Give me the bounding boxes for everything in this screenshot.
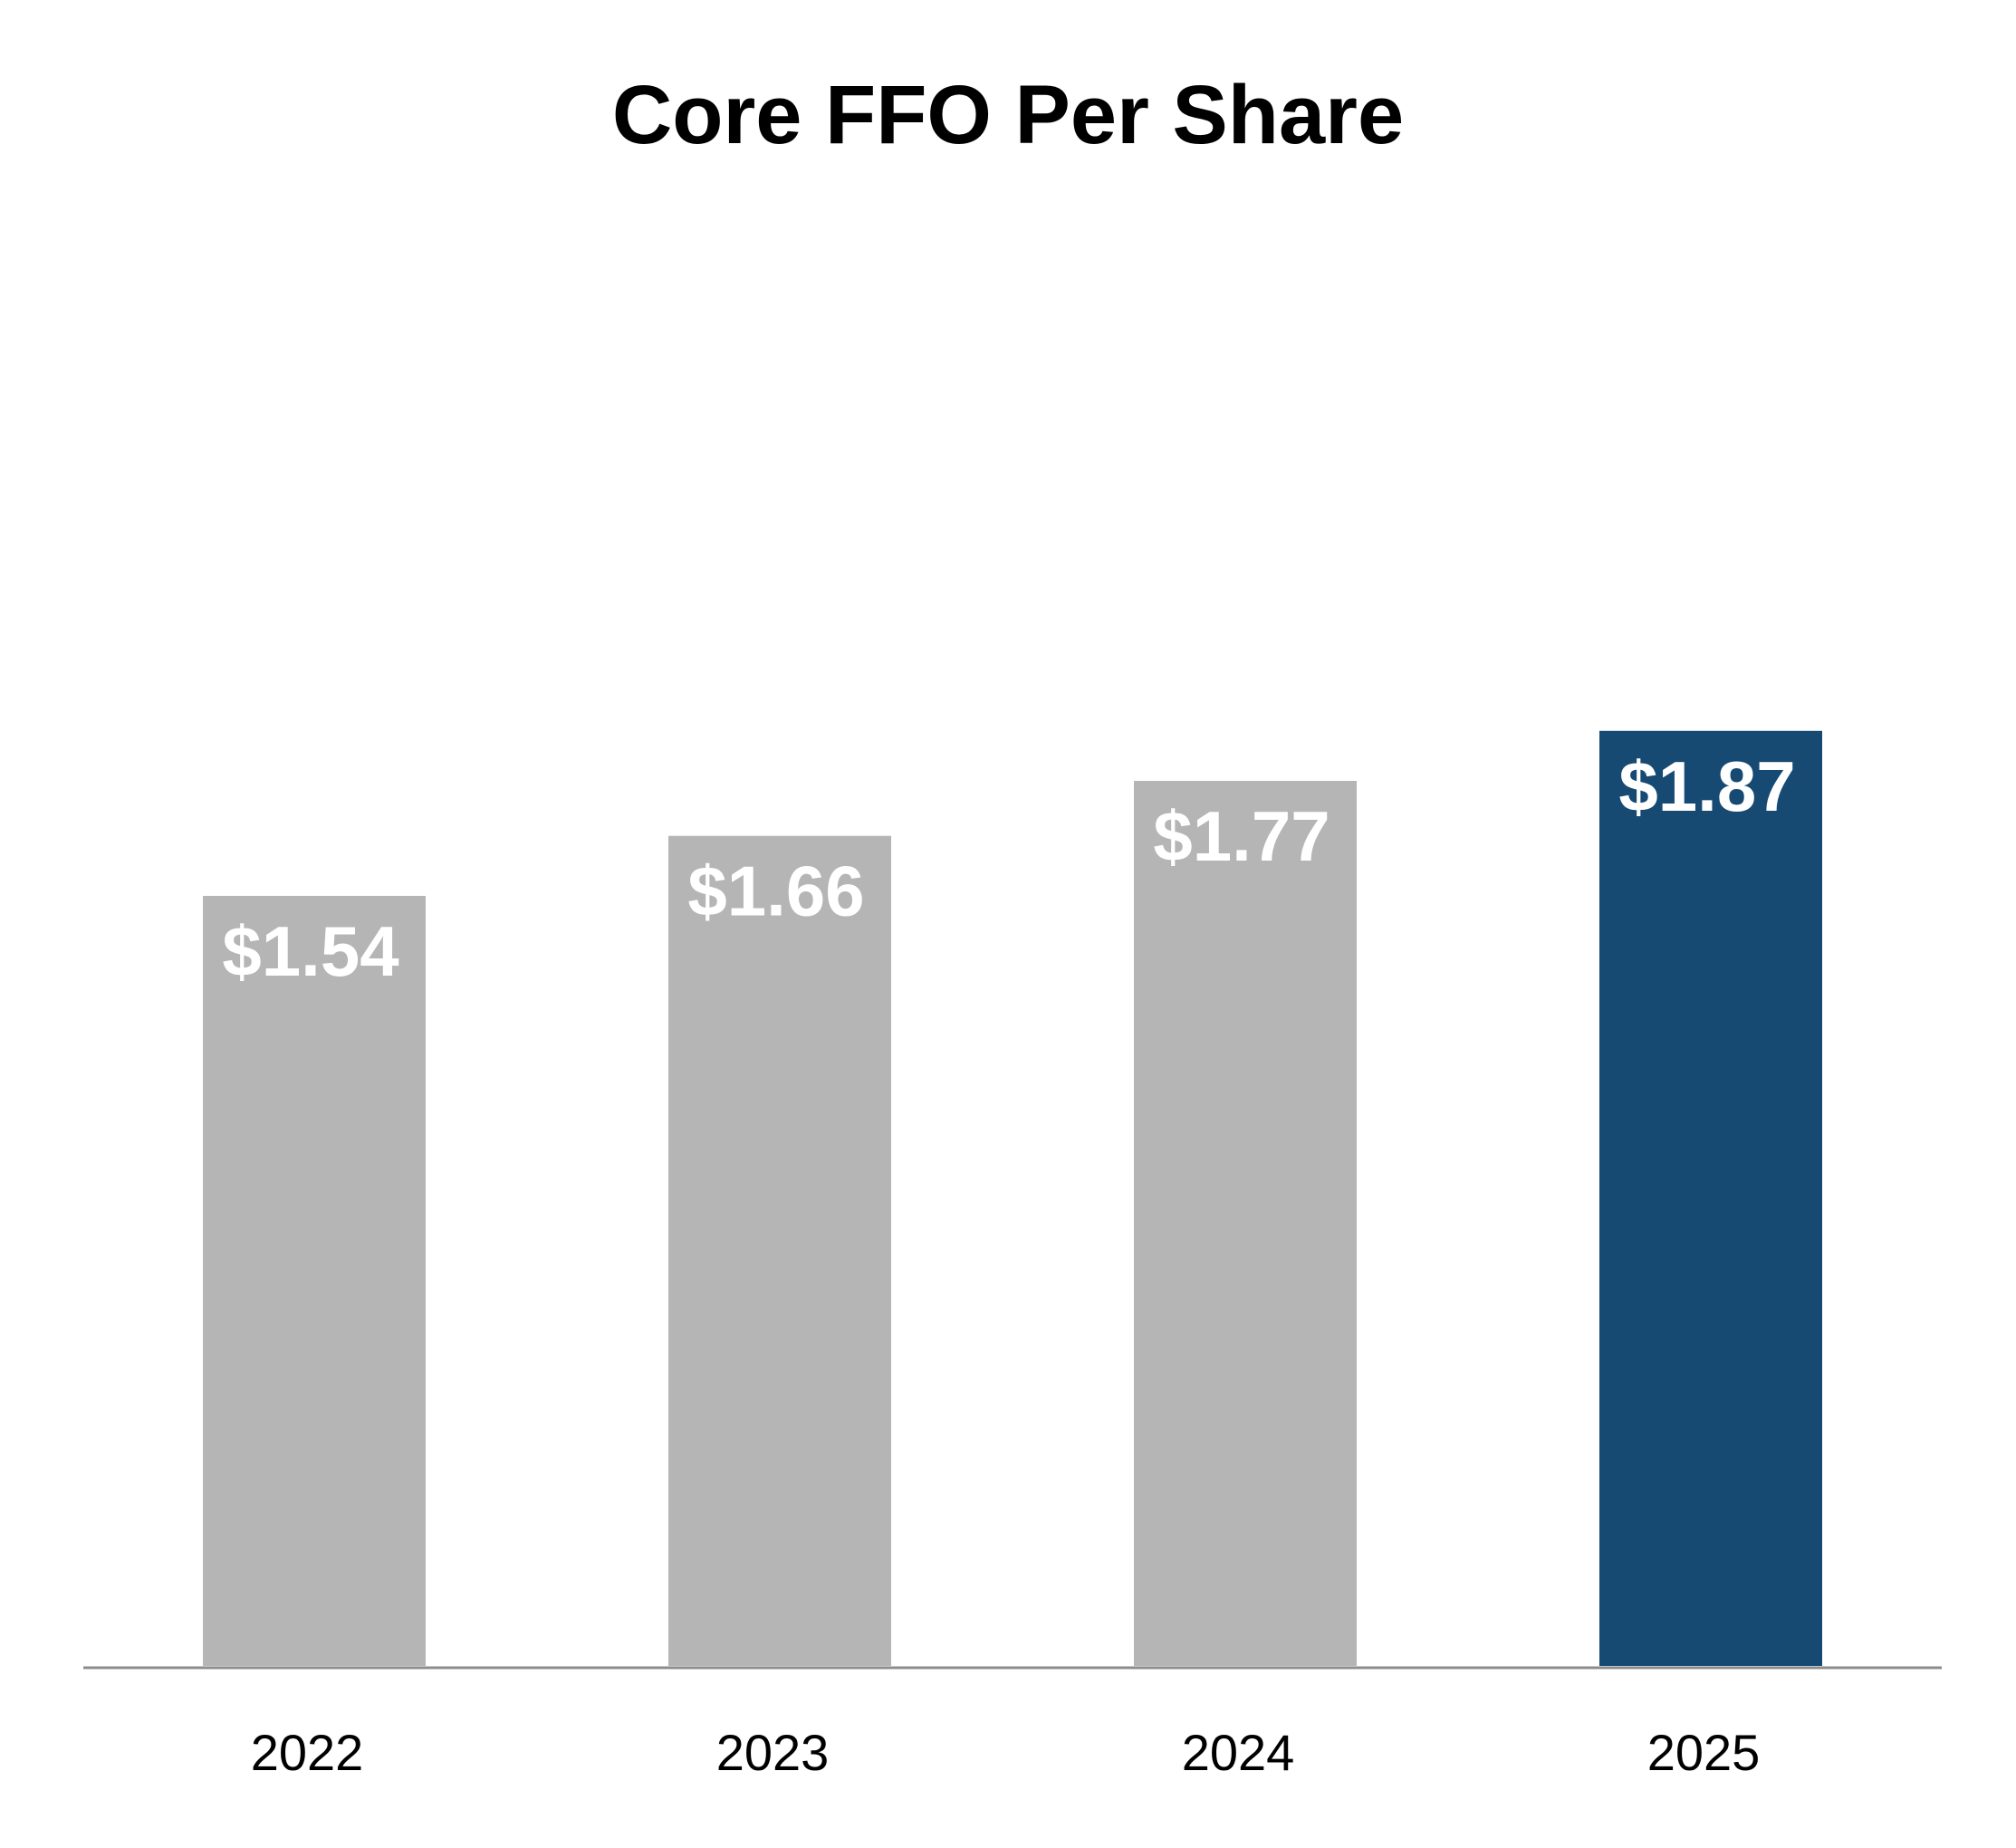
data-labels-layer: $1.54 $1.66 $1.77 $1.87 (222, 746, 1795, 991)
x-tick-label-2025: 2025 (1647, 1724, 1761, 1781)
data-label-2022: $1.54 (222, 911, 398, 991)
x-tick-label-2022: 2022 (251, 1724, 364, 1781)
bars-layer (203, 730, 1822, 1666)
bar-2022 (203, 895, 426, 1666)
x-tick-labels-layer: 2022 2023 2024 2025 (251, 1724, 1761, 1781)
bar-2025 (1599, 730, 1822, 1666)
x-tick-label-2024: 2024 (1182, 1724, 1295, 1781)
data-label-2023: $1.66 (687, 852, 864, 931)
x-tick-label-2023: 2023 (716, 1724, 830, 1781)
data-label-2024: $1.77 (1153, 796, 1330, 876)
data-label-2025: $1.87 (1618, 746, 1795, 826)
bar-2024 (1134, 781, 1357, 1666)
chart-title: Core FFO Per Share (612, 69, 1404, 161)
bar-2023 (668, 835, 891, 1666)
